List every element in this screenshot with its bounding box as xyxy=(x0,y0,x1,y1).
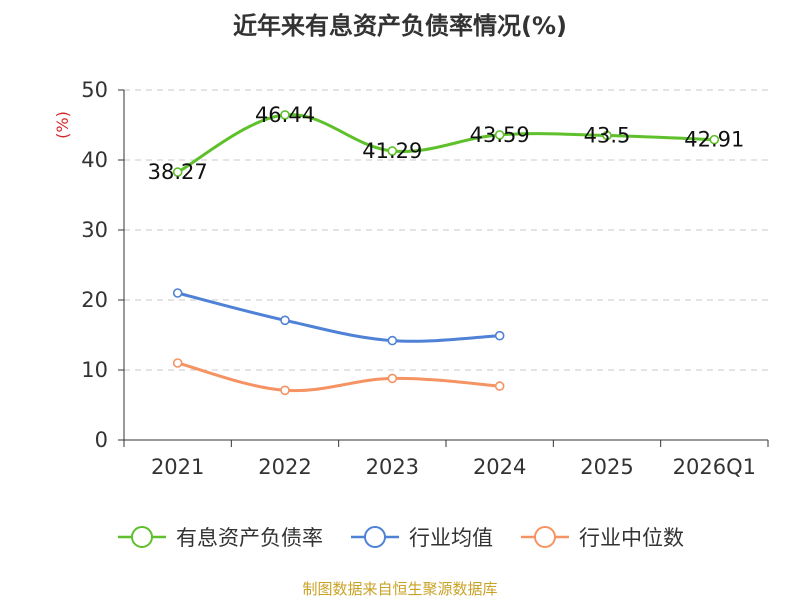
data-point-2 xyxy=(494,381,505,391)
data-point-1 xyxy=(280,315,290,326)
y-tick-label: 50 xyxy=(81,78,108,102)
x-tick-label: 2022 xyxy=(258,455,311,479)
x-tick-label: 2026Q1 xyxy=(673,455,756,479)
series-line-1 xyxy=(177,291,500,343)
data-label: 41.29 xyxy=(362,139,422,163)
y-tick-label: 0 xyxy=(95,428,108,452)
data-source-note: 制图数据来自恒生聚源数据库 xyxy=(302,580,498,598)
x-tick-label: 2021 xyxy=(151,455,204,479)
data-label: 42.91 xyxy=(684,128,744,152)
data-point-2 xyxy=(172,358,183,368)
data-point-0 xyxy=(172,167,183,177)
data-point-1 xyxy=(387,335,398,346)
data-point-2 xyxy=(387,373,398,384)
data-point-2 xyxy=(280,385,290,396)
legend-marker-icon xyxy=(521,526,569,548)
data-point-0 xyxy=(387,146,398,156)
series-line-2 xyxy=(177,361,500,393)
series-line-0 xyxy=(176,113,715,174)
y-tick-label: 40 xyxy=(81,148,108,172)
data-point-0 xyxy=(280,110,290,120)
data-label: 43.5 xyxy=(584,124,631,148)
data-point-0 xyxy=(494,130,505,140)
x-tick-label: 2024 xyxy=(473,455,526,479)
data-point-1 xyxy=(172,288,183,298)
y-axis-label: (%) xyxy=(53,111,72,139)
chart-legend: 有息资产负债率 行业均值 行业中位数 xyxy=(0,520,800,554)
chart-title: 近年来有息资产负债率情况(%) xyxy=(233,12,567,40)
data-point-0 xyxy=(709,134,720,145)
legend-label: 行业均值 xyxy=(409,526,493,550)
legend-item: 行业均值 xyxy=(349,522,493,552)
x-tick-label: 2025 xyxy=(580,455,633,479)
legend-item: 行业中位数 xyxy=(519,522,684,552)
data-point-0 xyxy=(602,130,612,141)
legend-label: 有息资产负债率 xyxy=(176,526,323,550)
legend-label: 行业中位数 xyxy=(579,526,684,550)
legend-item: 有息资产负债率 xyxy=(116,522,323,552)
legend-marker-icon xyxy=(351,526,399,548)
y-tick-label: 30 xyxy=(81,218,108,242)
y-tick-label: 20 xyxy=(81,288,108,312)
data-point-1 xyxy=(494,330,505,341)
data-label: 43.59 xyxy=(470,123,530,147)
legend-marker-icon xyxy=(118,526,166,548)
y-tick-label: 10 xyxy=(81,358,108,382)
data-label: 46.44 xyxy=(255,103,315,127)
x-tick-label: 2023 xyxy=(366,455,419,479)
data-label: 38.27 xyxy=(148,160,208,184)
line-chart: 0 10 20 30 40 50 2021 2022 2023 2024 2025 2026Q1 (%)… xyxy=(53,78,769,479)
